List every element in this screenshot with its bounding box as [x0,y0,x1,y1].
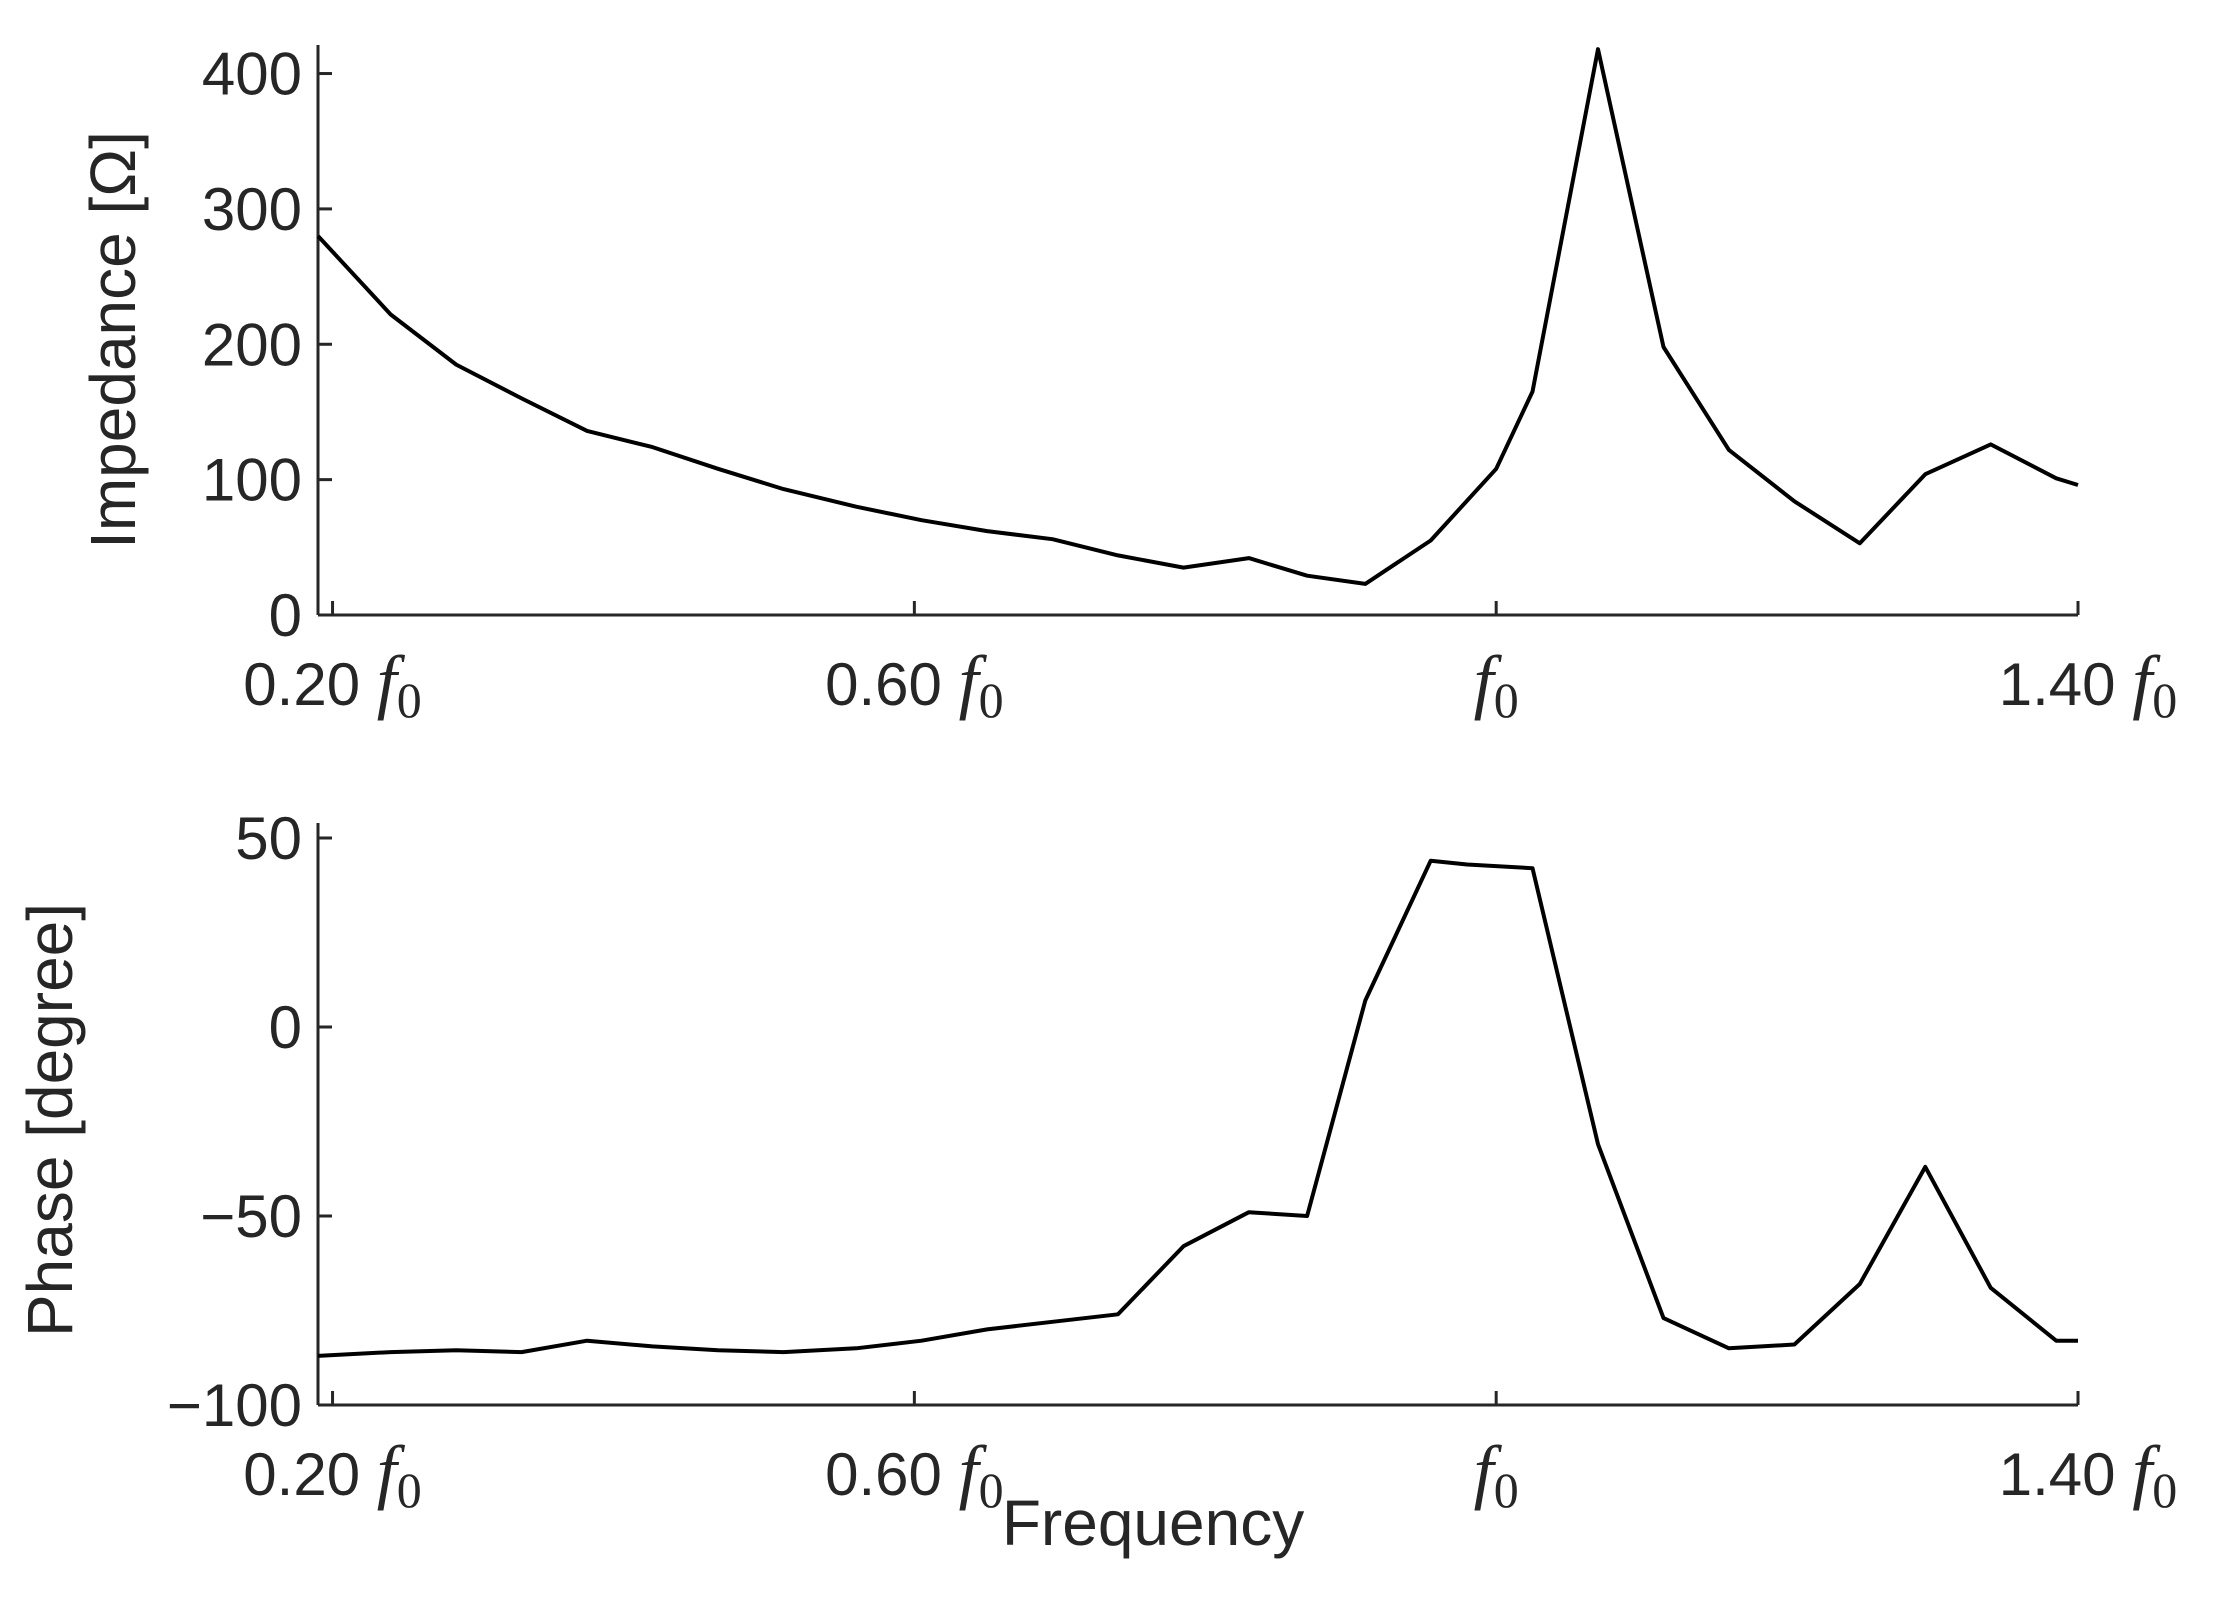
x-tick-label: 0.60 f0 [825,641,1003,728]
x-tick-subscript: 0 [979,1462,1004,1518]
x-tick-subscript: 0 [2152,1462,2177,1518]
y-tick-label: 50 [235,805,302,872]
x-tick-label: f0 [1474,641,1519,728]
x-tick-subscript: 0 [1494,1462,1519,1518]
x-tick-label: 0.20 f0 [243,1431,421,1518]
x-tick-label: 0.60 f0 [825,1431,1003,1518]
x-tick-number: 0.60 [825,651,958,718]
y-tick-label: 100 [202,447,302,514]
x-tick-number: 1.40 [1999,1441,2132,1508]
y-tick-label: 0 [269,582,302,649]
y-tick-label: 200 [202,311,302,378]
y-tick-label: 0 [269,994,302,1061]
x-tick-number: 1.40 [1999,651,2132,718]
y-axis-title: Phase [degree] [14,903,86,1337]
y-tick-label: 300 [202,176,302,243]
y-tick-label: 400 [202,41,302,108]
y-tick-label: −100 [167,1372,302,1439]
x-tick-label: 1.40 f0 [1999,641,2177,728]
x-tick-label: f0 [1474,1431,1519,1518]
x-tick-subscript: 0 [979,672,1004,728]
series-line [317,858,2078,1358]
x-tick-subscript: 0 [2152,672,2177,728]
x-tick-subscript: 0 [1494,672,1519,728]
y-tick-label: −50 [200,1183,302,1250]
x-tick-number: 0.20 [243,651,376,718]
y-axis-title: Impedance [Ω] [77,131,149,549]
x-tick-subscript: 0 [397,1462,422,1518]
series-line [316,47,2079,586]
x-tick-subscript: 0 [397,672,422,728]
x-tick-label: 1.40 f0 [1999,1431,2177,1518]
x-axis-title: Frequency [1002,1487,1304,1559]
x-tick-number: 0.20 [243,1441,376,1508]
x-tick-number: 0.60 [825,1441,958,1508]
x-tick-label: 0.20 f0 [243,641,421,728]
impedance-chart: 0 100 200 300 400 0.20 f0 0.60 f0 f0 1.40 f0 Impe… [77,41,2177,728]
phase-chart: −100 −50 0 50 0.20 f0 0.60 f0 f0 1.40 f0 Phase [… [14,805,2177,1559]
